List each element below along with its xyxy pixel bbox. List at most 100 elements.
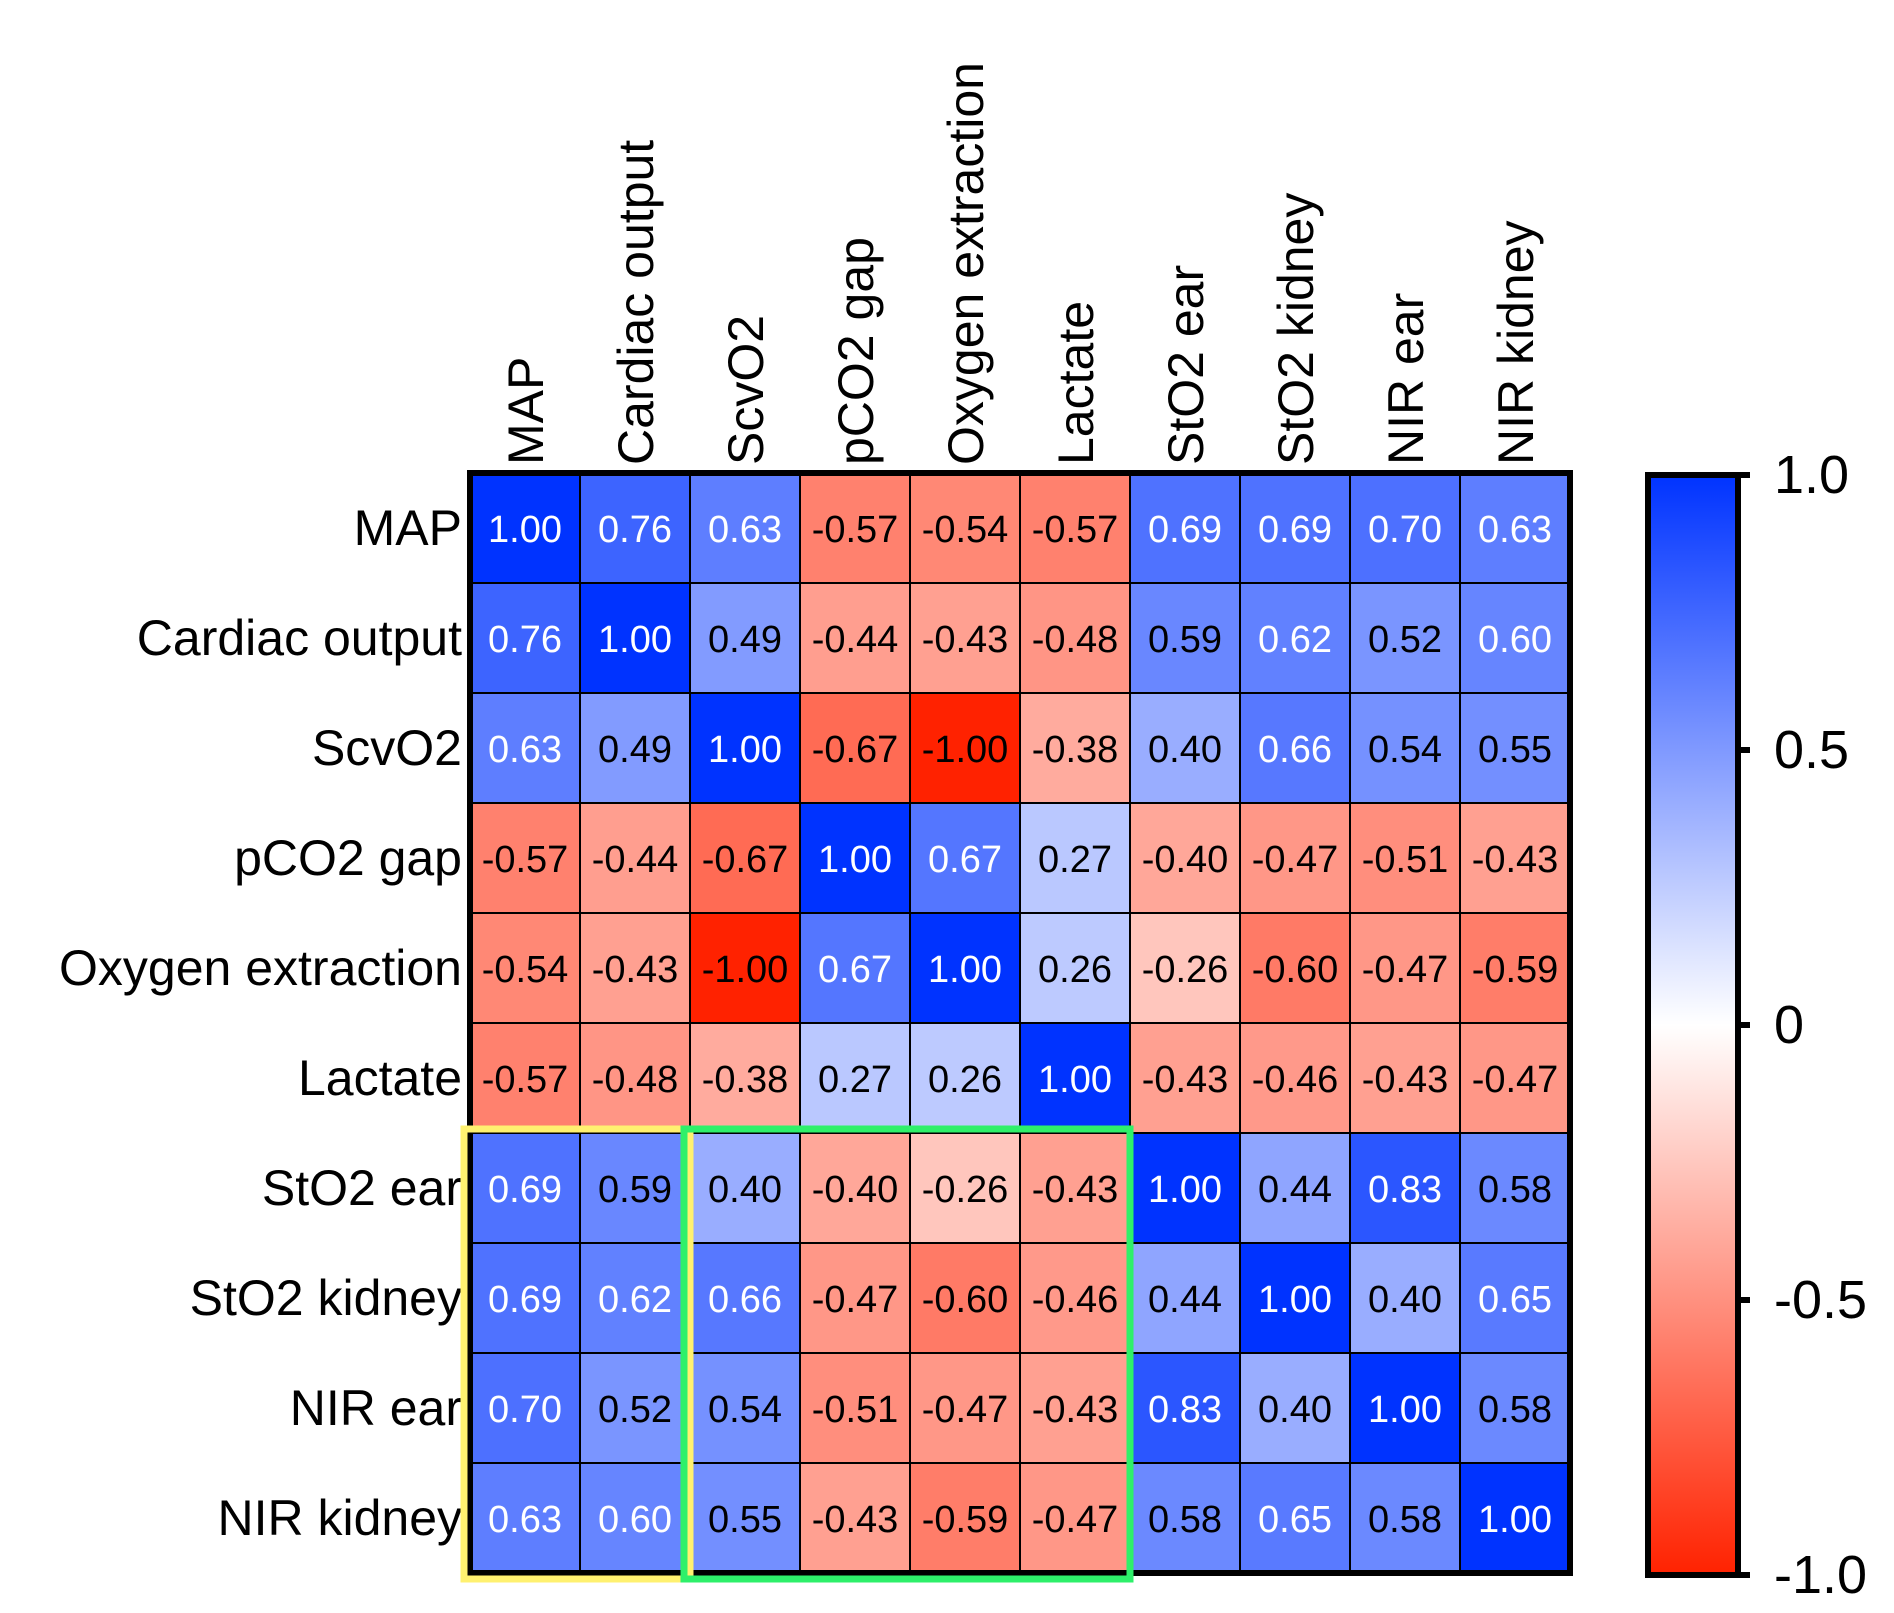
heatmap-cell xyxy=(1349,1462,1461,1574)
cell-value-label: -0.38 xyxy=(1032,729,1119,771)
cell-value-label: -0.57 xyxy=(812,509,899,551)
heatmap-cell xyxy=(1239,472,1351,584)
cell-value-label: 0.49 xyxy=(708,619,782,661)
cell-value-label: 0.83 xyxy=(1368,1169,1442,1211)
heatmap-cell xyxy=(579,1352,691,1464)
cell-value-label: -0.43 xyxy=(1472,839,1559,881)
heatmap-cell xyxy=(1129,692,1241,804)
cell-value-label: 0.63 xyxy=(708,509,782,551)
cell-value-label: 0.76 xyxy=(598,509,672,551)
cell-value-label: 0.54 xyxy=(1368,729,1442,771)
cell-value-label: 0.69 xyxy=(1258,509,1332,551)
cell-value-label: 0.40 xyxy=(1148,729,1222,771)
cell-value-label: -0.43 xyxy=(1362,1059,1449,1101)
row-label: Lactate xyxy=(298,1050,462,1106)
cell-value-label: 0.26 xyxy=(928,1059,1002,1101)
cell-value-label: -0.51 xyxy=(812,1389,899,1431)
cell-value-label: -0.43 xyxy=(592,949,679,991)
cell-value-label: 0.66 xyxy=(708,1279,782,1321)
colorbar-tick-label: -1.0 xyxy=(1774,1545,1867,1605)
cell-value-label: 0.27 xyxy=(818,1059,892,1101)
heatmap-cell xyxy=(1019,1132,1131,1244)
column-label: Oxygen extraction xyxy=(938,62,994,465)
cell-value-label: -0.47 xyxy=(812,1279,899,1321)
column-label: ScvO2 xyxy=(718,315,774,465)
heatmap-cell xyxy=(469,802,581,914)
cell-value-label: -0.47 xyxy=(1252,839,1339,881)
heatmap-cell xyxy=(469,1132,581,1244)
heatmap-cell xyxy=(799,582,911,694)
heatmap-cell xyxy=(689,1352,801,1464)
cell-value-label: -0.48 xyxy=(1032,619,1119,661)
heatmap-cell xyxy=(469,692,581,804)
heatmap-cell xyxy=(689,912,801,1024)
cell-value-label: -0.57 xyxy=(482,1059,569,1101)
heatmap-cell xyxy=(1019,802,1131,914)
cell-value-label: -0.54 xyxy=(922,509,1009,551)
heatmap-cell xyxy=(1019,472,1131,584)
heatmap-cell xyxy=(1129,1132,1241,1244)
cell-value-label: -0.43 xyxy=(1142,1059,1229,1101)
cell-value-label: -0.59 xyxy=(922,1499,1009,1541)
cell-value-label: 0.59 xyxy=(598,1169,672,1211)
heatmap-cell xyxy=(1019,1242,1131,1354)
cell-value-label: -0.47 xyxy=(1472,1059,1559,1101)
cell-value-label: 0.66 xyxy=(1258,729,1332,771)
heatmap-cell xyxy=(1239,692,1351,804)
cell-value-label: 1.00 xyxy=(928,949,1002,991)
cell-value-label: 0.63 xyxy=(488,1499,562,1541)
heatmap-cell xyxy=(1459,582,1571,694)
column-label: NIR kidney xyxy=(1488,220,1544,465)
matrix-border xyxy=(467,470,1573,1576)
cell-value-label: 0.44 xyxy=(1148,1279,1222,1321)
cell-value-label: 0.52 xyxy=(598,1389,672,1431)
heatmap-cell xyxy=(909,1022,1021,1134)
cell-value-label: -0.43 xyxy=(1032,1169,1119,1211)
column-label: Cardiac output xyxy=(608,140,664,465)
cell-value-label: -0.43 xyxy=(1032,1389,1119,1431)
cell-value-label: 0.69 xyxy=(488,1169,562,1211)
column-label: Lactate xyxy=(1048,301,1104,465)
cell-value-label: 1.00 xyxy=(1368,1389,1442,1431)
cell-value-label: 0.52 xyxy=(1368,619,1442,661)
column-label: StO2 kidney xyxy=(1268,193,1324,465)
cell-value-label: 0.70 xyxy=(1368,509,1442,551)
heatmap-cell xyxy=(1129,1462,1241,1574)
heatmap-cell xyxy=(1239,1132,1351,1244)
cell-value-label: -0.43 xyxy=(812,1499,899,1541)
heatmap-cell xyxy=(1239,1462,1351,1574)
cell-value-label: 1.00 xyxy=(1478,1499,1552,1541)
heatmap-cell xyxy=(909,912,1021,1024)
column-label: pCO2 gap xyxy=(828,237,884,465)
cell-value-label: -0.26 xyxy=(1142,949,1229,991)
cell-value-label: 0.65 xyxy=(1478,1279,1552,1321)
heatmap-cell xyxy=(1459,1462,1571,1574)
row-label: NIR ear xyxy=(290,1380,462,1436)
cell-value-label: 0.65 xyxy=(1258,1499,1332,1541)
cell-value-label: 0.54 xyxy=(708,1389,782,1431)
heatmap-cell xyxy=(1239,1352,1351,1464)
heatmap-cell xyxy=(909,1242,1021,1354)
row-label: MAP xyxy=(354,500,462,556)
cell-value-label: 1.00 xyxy=(1148,1169,1222,1211)
colorbar-tick-label: -0.5 xyxy=(1774,1270,1867,1330)
cell-value-label: -0.60 xyxy=(922,1279,1009,1321)
heatmap-cell xyxy=(1129,802,1241,914)
heatmap-cell xyxy=(1019,1022,1131,1134)
colorbar-tick-label: 0.5 xyxy=(1774,720,1849,780)
cell-value-label: 0.55 xyxy=(708,1499,782,1541)
heatmap-cell xyxy=(1019,912,1131,1024)
yellow-box xyxy=(460,1125,694,1583)
heatmap-cell xyxy=(579,1242,691,1354)
heatmap-cell xyxy=(1459,1132,1571,1244)
colorbar-gradient xyxy=(1645,472,1741,1578)
cell-value-label: -0.51 xyxy=(1362,839,1449,881)
heatmap-cell xyxy=(579,912,691,1024)
heatmap-cell xyxy=(1349,1022,1461,1134)
cell-value-label: 0.58 xyxy=(1478,1169,1552,1211)
cell-value-label: 0.49 xyxy=(598,729,672,771)
heatmap-cell xyxy=(1349,802,1461,914)
cell-value-label: -0.67 xyxy=(812,729,899,771)
cell-value-label: 0.40 xyxy=(1258,1389,1332,1431)
